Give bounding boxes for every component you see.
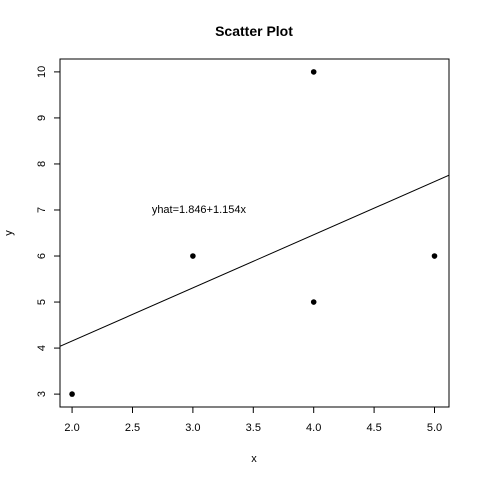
x-tick-label: 3.0 xyxy=(185,422,200,434)
x-tick-label: 4.5 xyxy=(366,422,381,434)
regression-line xyxy=(60,174,449,347)
x-axis: 2.0 2.5 3.0 3.5 4.0 4.5 5.0 xyxy=(64,407,442,434)
x-axis-label: x xyxy=(251,453,257,465)
x-tick-label: 2.5 xyxy=(125,422,140,434)
y-tick-label: 6 xyxy=(36,253,48,259)
y-tick-label: 7 xyxy=(36,207,48,213)
y-axis-label: y xyxy=(3,230,15,236)
x-tick-label: 5.0 xyxy=(427,422,442,434)
data-point xyxy=(310,299,317,305)
data-point xyxy=(69,391,75,397)
chart-title: Scatter Plot xyxy=(215,23,293,39)
data-point xyxy=(431,253,438,259)
data-point xyxy=(310,69,317,75)
plot-frame xyxy=(59,58,450,408)
x-tick-label: 2.0 xyxy=(64,422,79,434)
y-axis: 3 4 5 6 7 8 9 10 xyxy=(36,66,60,397)
y-tick-label: 4 xyxy=(36,345,48,351)
plot-area: yhat=1.846+1.154x xyxy=(60,69,449,397)
x-tick-label: 3.5 xyxy=(246,422,261,434)
y-tick-label: 10 xyxy=(36,66,48,78)
x-tick-label: 4.0 xyxy=(306,422,321,434)
y-tick-label: 9 xyxy=(36,115,48,121)
data-point xyxy=(190,253,196,259)
regression-equation-label: yhat=1.846+1.154x xyxy=(152,204,247,216)
y-tick-label: 8 xyxy=(36,161,48,167)
y-tick-label: 5 xyxy=(36,299,48,305)
y-tick-label: 3 xyxy=(36,391,48,397)
